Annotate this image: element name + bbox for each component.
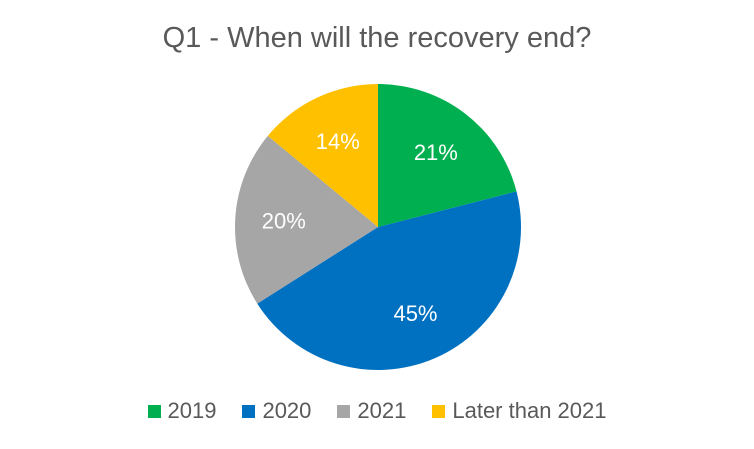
legend-swatch: [337, 404, 351, 418]
legend-swatch: [147, 404, 161, 418]
pie-slice-2020: [257, 191, 521, 370]
legend-label: 2019: [167, 398, 217, 423]
legend-item: 2020: [242, 398, 311, 424]
legend-label: Later than 2021: [452, 398, 607, 423]
pie-label-2019: 21%: [414, 140, 458, 165]
legend-swatch: [432, 404, 446, 418]
pie-slice-2021: [235, 135, 378, 304]
legend-swatch: [242, 404, 256, 418]
chart-title: Q1 - When will the recovery end?: [162, 22, 592, 54]
legend-item: 2021: [337, 398, 406, 424]
pie-slice-later-than-2021: [267, 84, 378, 227]
legend: 2019 2020 2021 Later than 2021: [0, 398, 754, 424]
pie-labels: 21% 45% 20% 14%: [262, 129, 458, 326]
legend-item: Later than 2021: [432, 398, 607, 424]
pie-label-later-than-2021: 14%: [316, 129, 360, 154]
legend-label: 2020: [262, 398, 312, 423]
pie-label-2021: 20%: [262, 209, 306, 234]
pie-slices: [235, 84, 521, 370]
pie-slice-2019: [378, 84, 517, 227]
legend-label: 2021: [357, 398, 407, 423]
legend-item: 2019: [147, 398, 217, 424]
pie-label-2020: 45%: [393, 301, 437, 326]
